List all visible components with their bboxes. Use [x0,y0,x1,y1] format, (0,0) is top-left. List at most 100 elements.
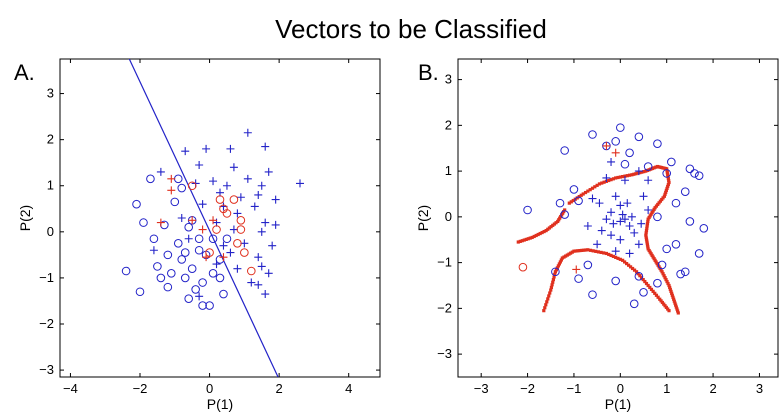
data-point-plus [226,248,235,257]
boundary-mark [528,236,532,240]
x-tick-label: 0 [617,381,624,396]
data-point-circle [205,301,214,310]
boundary-mark [616,175,620,180]
data-point-plus [167,174,176,183]
boundary-mark [597,182,602,186]
data-point-circle [180,248,190,257]
boundary-mark [663,276,667,280]
data-point-circle [699,223,709,233]
boundary-mark [559,258,563,262]
boundary-mark [595,183,599,187]
data-point-plus [156,218,165,227]
boundary-mark [625,261,629,266]
axes-box [59,58,381,378]
data-point-circle [139,218,148,227]
boundary-mark [642,170,646,174]
boundary-mark [664,278,668,282]
data-point-plus [644,205,653,214]
data-point-plus [198,225,207,234]
data-point-circle [518,262,528,272]
boundary-mark [654,204,659,208]
boundary-mark [623,174,627,178]
boundary-mark [557,218,561,222]
boundary-mark [583,190,588,195]
boundary-mark [522,238,526,242]
data-point-plus [620,176,629,185]
boundary-mark [618,257,622,261]
boundary-mark [663,192,667,196]
boundary-mark [654,165,658,169]
boundary-mark [627,263,631,267]
boundary-mark [639,276,644,280]
boundary-mark [616,256,620,260]
data-point-circle [146,174,155,184]
boundary-mark [653,291,657,295]
data-point-circle [163,250,173,260]
data-point-plus [257,227,266,236]
y-tick-label: −2 [39,316,54,331]
boundary-mark [644,281,649,286]
boundary-mark [580,248,584,252]
data-point-circle [222,234,232,244]
data-point-circle [657,260,667,270]
boundary-mark [650,211,654,215]
data-point-plus [623,199,632,208]
boundary-mark [578,248,582,253]
boundary-mark [549,225,553,229]
boundary-mark [556,264,560,268]
boundary-mark [665,186,669,191]
boundary-mark [553,270,557,274]
data-point-plus [219,253,228,262]
data-point-circle [229,195,239,204]
boundary-mark [636,171,640,175]
boundary-mark [648,214,652,218]
y-tick-label: 2 [445,117,452,132]
y-tick-label: 3 [47,86,54,101]
boundary-mark [661,272,665,276]
boundary-mark [668,285,672,290]
data-point-plus [602,141,611,150]
x-tick-label: 0 [206,381,213,396]
data-point-circle [685,164,695,174]
data-point-circle [625,148,634,158]
boundary-mark [553,272,557,276]
boundary-mark [545,300,549,304]
boundary-mark [530,235,534,240]
boundary-mark [664,188,668,192]
boundary-mark [647,248,651,253]
x-tick-label: −3 [474,381,489,396]
x-tick-label: −2 [133,381,148,396]
boundary-mark [660,270,664,274]
boundary-mark [638,274,642,278]
boundary-mark [640,170,644,174]
y-tick-label: 0 [47,224,54,239]
data-point-plus [264,167,273,176]
boundary-mark [627,173,632,177]
data-point-plus [625,222,634,231]
x-axis-label: P(1) [605,396,631,412]
boundary-mark [552,275,556,279]
boundary-mark [614,176,618,180]
data-point-plus [637,219,646,228]
boundary-mark [674,303,678,307]
boundary-mark [518,239,522,243]
boundary-mark [650,253,654,258]
y-tick-label: 0 [445,209,452,224]
data-point-plus [627,212,636,221]
boundary-mark [652,166,656,170]
boundary-mark [588,188,592,192]
boundary-mark [542,309,546,313]
data-point-plus [607,157,616,166]
boundary-mark [662,194,666,198]
boundary-mark [555,266,559,270]
data-point-plus [233,209,242,218]
boundary-mark [538,231,542,236]
boundary-mark [665,279,669,284]
x-tick-label: 4 [345,381,352,396]
data-point-circle [215,273,225,283]
boundary-mark [668,287,672,292]
boundary-mark [655,261,659,266]
boundary-mark [586,189,590,193]
boundary-mark [666,281,670,286]
boundary-mark [644,235,648,239]
